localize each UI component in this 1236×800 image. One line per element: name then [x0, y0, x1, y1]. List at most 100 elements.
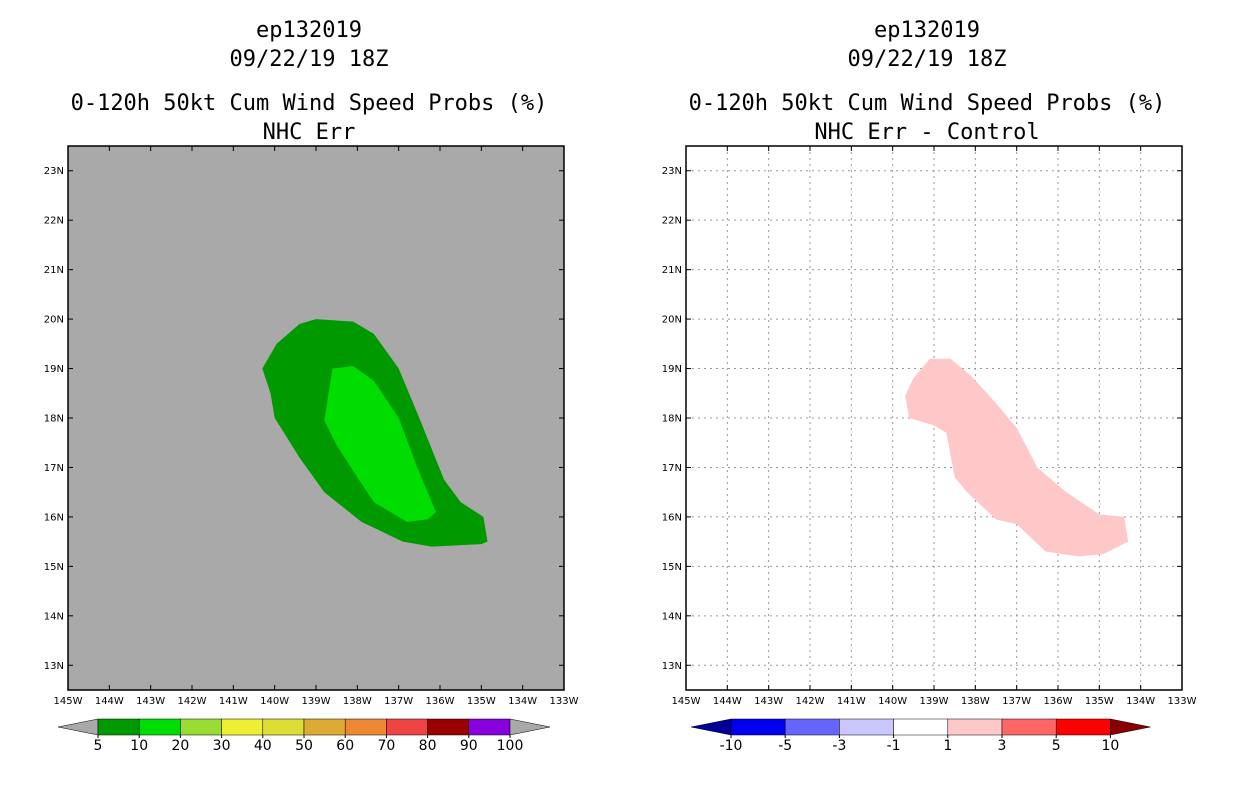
contour-region-10-20: [324, 366, 436, 522]
map-plot-left: 145W 144W 143W 142W 141W 140W 139W 138W 137W 136W…: [44, 145, 579, 754]
colorbar-cell: [1001, 718, 1057, 736]
y-tick-label: 15N: [44, 562, 64, 573]
x-tick-label: 140W: [878, 696, 907, 707]
x-tick-label: 144W: [713, 696, 742, 707]
colorbar-label: 70: [377, 738, 395, 754]
y-tick-label: 17N: [44, 463, 64, 474]
panel-nhc-err-minus-control: ep132019 09/22/19 18Z 0-120h 50kt Cum Wi…: [618, 0, 1236, 800]
colorbar-cell: [386, 718, 428, 736]
panel-nhc-err: ep132019 09/22/19 18Z 0-120h 50kt Cum Wi…: [44, 18, 579, 754]
y-tick-label: 16N: [44, 512, 64, 523]
colorbar-label: 60: [336, 738, 354, 754]
datetime-title: 09/22/19 18Z: [229, 47, 389, 72]
x-tick-label: 134W: [508, 696, 537, 707]
y-tick-label: 21N: [662, 265, 682, 276]
y-tick-label: 20N: [44, 315, 64, 326]
colorbar-label: -5: [778, 738, 792, 754]
x-tick-label: 144W: [95, 696, 124, 707]
colorbar-label: 20: [171, 738, 189, 754]
colorbar-label: 50: [295, 738, 313, 754]
x-tick-label: 136W: [426, 696, 455, 707]
y-tick-label: 16N: [662, 512, 682, 523]
colorbar-label: 100: [497, 738, 524, 754]
x-tick-label: 141W: [219, 696, 248, 707]
colorbar-cell: [893, 718, 949, 736]
colorbar-under-triangle: [690, 718, 732, 736]
colorbar-label: 90: [460, 738, 478, 754]
panel-subtitle: NHC Err - Control: [814, 120, 1040, 145]
colorbar-cell: [427, 718, 470, 736]
x-tick-label: 135W: [467, 696, 496, 707]
y-tick-label: 19N: [662, 364, 682, 375]
x-tick-label: 137W: [1002, 696, 1031, 707]
y-tick-label: 14N: [44, 611, 64, 622]
x-tick-label: 139W: [302, 696, 331, 707]
panel-subtitle: NHC Err: [262, 120, 356, 145]
y-tick-label: 20N: [662, 315, 682, 326]
y-tick-label: 14N: [662, 611, 682, 622]
x-tick-label: 137W: [384, 696, 413, 707]
x-tick-label: 145W: [54, 696, 83, 707]
datetime-title: 09/22/19 18Z: [847, 47, 1007, 72]
colorbar-label: -10: [720, 738, 743, 754]
colorbar-label: 1: [943, 738, 952, 754]
colorbar-over-triangle: [509, 718, 551, 736]
colorbar-cell: [947, 718, 1003, 736]
colorbar-label: 10: [130, 738, 148, 754]
product-title: 0-120h 50kt Cum Wind Speed Probs (%): [688, 91, 1166, 116]
x-tick-label: 134W: [1126, 696, 1155, 707]
map-plot-right: 145W 144W 143W 142W 141W 140W 139W 138W 137W 136W…: [662, 145, 1197, 754]
y-tick-label: 15N: [662, 562, 682, 573]
x-tick-label: 133W: [550, 696, 579, 707]
y-tick-label: 21N: [44, 265, 64, 276]
colorbar-label: 5: [94, 738, 103, 754]
colorbar-cell: [1055, 718, 1111, 736]
x-tick-label: 141W: [837, 696, 866, 707]
product-title: 0-120h 50kt Cum Wind Speed Probs (%): [70, 91, 548, 116]
x-tick-label: 142W: [796, 696, 825, 707]
y-tick-label: 18N: [662, 414, 682, 425]
x-tick-label: 139W: [920, 696, 949, 707]
colorbar-cell: [262, 718, 305, 736]
colorbar-over-triangle: [1110, 718, 1151, 736]
colorbar-cell: [138, 718, 181, 736]
x-tick-label: 136W: [1044, 696, 1073, 707]
colorbar-cell: [468, 718, 511, 736]
colorbar-label: 3: [998, 738, 1007, 754]
colorbar-label: -3: [832, 738, 846, 754]
x-tick-label: 135W: [1085, 696, 1114, 707]
x-tick-label: 143W: [136, 696, 165, 707]
x-tick-label: 143W: [754, 696, 783, 707]
colorbar-label: 40: [254, 738, 272, 754]
y-tick-label: 13N: [44, 661, 64, 672]
colorbar-under-triangle: [57, 718, 99, 736]
colorbar-cell: [839, 718, 894, 736]
y-tick-label: 23N: [662, 166, 682, 177]
y-tick-label: 22N: [662, 216, 682, 227]
x-tick-label: 142W: [178, 696, 207, 707]
colorbar-label: 10: [1101, 738, 1119, 754]
storm-id-title: ep132019: [256, 18, 362, 43]
colorbar-cell: [303, 718, 346, 736]
colorbar-label: -1: [887, 738, 901, 754]
colorbar-label: 30: [213, 738, 231, 754]
y-tick-label: 18N: [44, 414, 64, 425]
colorbar-cell: [97, 718, 140, 736]
colorbar-cell: [180, 718, 222, 736]
colorbar-label: 80: [419, 738, 437, 754]
colorbar-cell: [784, 718, 840, 736]
y-tick-label: 22N: [44, 216, 64, 227]
x-tick-label: 138W: [343, 696, 372, 707]
x-tick-label: 133W: [1168, 696, 1197, 707]
colorbar-cell: [344, 718, 387, 736]
y-tick-label: 23N: [44, 166, 64, 177]
x-tick-label: 145W: [672, 696, 701, 707]
storm-id-title: ep132019: [874, 18, 980, 43]
y-tick-label: 19N: [44, 364, 64, 375]
y-tick-label: 17N: [662, 463, 682, 474]
x-tick-label: 140W: [260, 696, 289, 707]
colorbar-cell: [730, 718, 786, 736]
contour-region-1-3: [905, 358, 1129, 557]
colorbar-cell: [221, 718, 264, 736]
y-tick-label: 13N: [662, 661, 682, 672]
